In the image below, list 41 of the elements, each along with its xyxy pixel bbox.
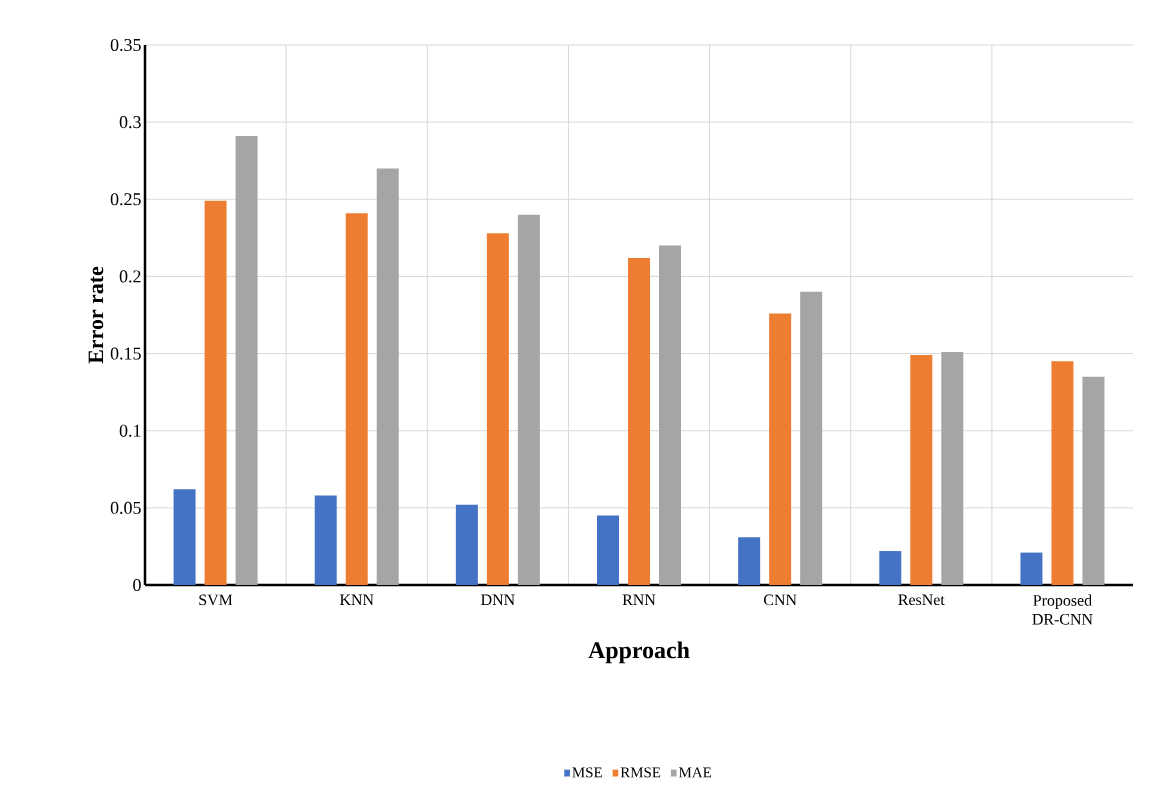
bar xyxy=(345,213,368,585)
bar xyxy=(879,551,902,585)
y-tick-label: 0.3 xyxy=(119,116,141,129)
x-tick-label: CNN xyxy=(763,594,797,606)
x-tick-label: Proposed DR-CNN xyxy=(1032,594,1093,625)
bar xyxy=(738,537,761,585)
y-tick-label: 0.35 xyxy=(110,38,141,52)
y-tick-label: 0.05 xyxy=(110,501,141,514)
x-tick-label: KNN xyxy=(339,594,374,605)
x-tick-label: ResNet xyxy=(898,594,945,606)
bar xyxy=(204,200,227,585)
legend-label: RMSE xyxy=(620,767,661,778)
legend-label: MAE xyxy=(679,767,712,778)
bar xyxy=(769,313,792,585)
x-tick-label: RNN xyxy=(622,594,656,605)
bar xyxy=(376,168,399,585)
y-axis-title: Error rate xyxy=(88,266,104,364)
y-tick-label: 0 xyxy=(133,578,141,592)
bar xyxy=(173,489,196,585)
bar xyxy=(659,245,682,585)
bar xyxy=(455,504,478,585)
y-tick-label: 0.1 xyxy=(119,424,141,437)
x-tick-label: SVM xyxy=(199,594,233,606)
bar xyxy=(628,257,651,585)
bar xyxy=(1082,376,1105,585)
bar xyxy=(486,233,509,585)
y-tick-label: 0.25 xyxy=(110,193,141,206)
bar xyxy=(910,355,933,585)
y-tick-label: 0.15 xyxy=(110,347,141,360)
bar xyxy=(800,291,823,585)
x-tick-label: DNN xyxy=(481,594,515,605)
bar xyxy=(1051,361,1074,585)
bar xyxy=(517,214,540,585)
bar xyxy=(597,515,619,585)
bar xyxy=(941,352,964,585)
legend-label: MSE xyxy=(572,767,602,778)
x-axis-title: Approach xyxy=(588,641,690,664)
bar xyxy=(1020,552,1043,585)
y-tick-label: 0.2 xyxy=(119,270,141,283)
bar xyxy=(235,136,258,585)
bar xyxy=(314,495,337,585)
